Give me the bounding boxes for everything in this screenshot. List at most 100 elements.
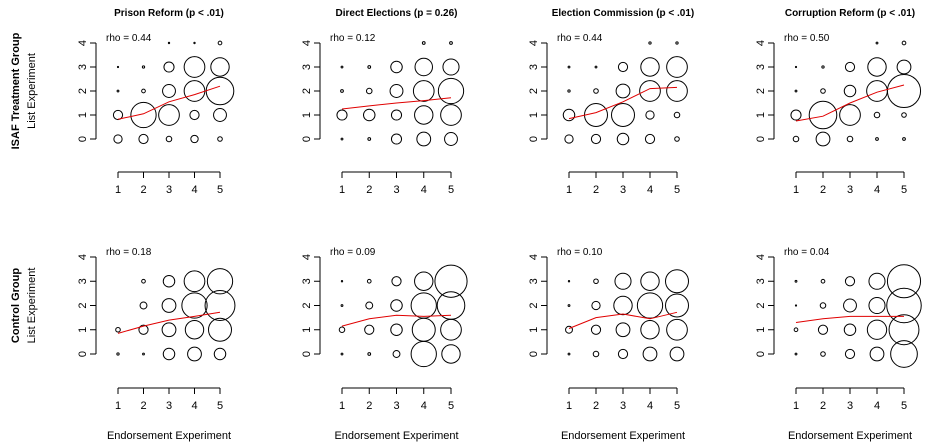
y-tick-label: 2 <box>755 88 767 94</box>
y-tick-label: 0 <box>528 136 540 142</box>
bubble-point <box>162 347 176 361</box>
bubble-point <box>449 41 453 45</box>
y-tick-label: 4 <box>301 254 313 260</box>
bubble-point <box>217 136 223 142</box>
bubble-point <box>617 348 629 360</box>
bubble-point <box>189 109 200 121</box>
y-tick-label: 2 <box>755 302 767 308</box>
bubble-point <box>436 291 466 320</box>
x-tick-label: 2 <box>593 184 599 196</box>
bubble-point <box>567 65 571 69</box>
bubble-point <box>390 323 403 336</box>
x-tick-label: 4 <box>647 400 653 412</box>
y-tick-label: 1 <box>77 327 89 333</box>
bubble-point <box>593 278 599 285</box>
x-tick-label: 1 <box>566 400 572 412</box>
bubble-point <box>639 80 661 102</box>
rho-label: rho = 0.44 <box>557 33 603 44</box>
y-tick-label: 1 <box>755 112 767 118</box>
bubble-point <box>875 137 879 141</box>
y-tick-label: 1 <box>77 112 89 118</box>
bubble-point <box>210 57 230 77</box>
bubble-point <box>116 352 120 356</box>
x-tick-label: 5 <box>901 184 907 196</box>
x-tick-label: 1 <box>115 184 121 196</box>
bubble-point <box>567 89 571 93</box>
bubble-point <box>873 111 881 119</box>
bubble-point <box>666 56 688 78</box>
bubble-point <box>414 105 434 125</box>
bubble-point <box>896 59 912 75</box>
bubble-point <box>890 340 918 368</box>
trend-line <box>341 97 452 110</box>
panel-1-0: rho = 0.18 0 1 2 3 4 1 2 3 4 5 Endorsement Experime… <box>10 247 236 442</box>
bubble-point <box>389 84 404 98</box>
bubble-point <box>820 88 826 94</box>
bubble-point <box>217 40 223 46</box>
x-tick-label: 4 <box>874 400 880 412</box>
bubble-point <box>190 134 199 144</box>
trend-line <box>795 84 905 122</box>
rho-label: rho = 0.09 <box>330 247 376 258</box>
panel-1-2: rho = 0.10 0 1 2 3 4 1 2 3 4 5 Endorsement Experime… <box>528 247 689 442</box>
y-tick-label: 3 <box>301 64 313 70</box>
bubble-point <box>591 300 601 311</box>
bubble-point <box>340 89 344 93</box>
bubble-point <box>815 131 831 147</box>
x-tick-label: 5 <box>217 400 223 412</box>
x-axis-label: Endorsement Experiment <box>334 430 458 442</box>
bubble-point <box>113 134 123 144</box>
bubble-point <box>367 137 372 141</box>
bubble-point <box>844 61 856 73</box>
bubble-point <box>441 344 461 364</box>
bubble-point <box>390 60 403 74</box>
bubble-point <box>820 351 826 357</box>
y-axis-label: List Experiment <box>26 53 38 129</box>
bubble-point <box>213 347 227 361</box>
bubble-point <box>141 88 146 94</box>
x-tick-label: 1 <box>339 400 345 412</box>
bubble-point <box>901 40 907 46</box>
bubble-point <box>648 41 652 45</box>
bubble-point <box>444 132 458 146</box>
bubble-point <box>167 41 171 45</box>
x-tick-label: 5 <box>448 184 454 196</box>
y-tick-label: 3 <box>755 64 767 70</box>
bubble-point <box>138 324 149 335</box>
y-tick-label: 0 <box>755 136 767 142</box>
bubble-point <box>116 65 120 69</box>
bubble-point <box>901 112 907 118</box>
panel-0-0: Prison Reform (p < .01) rho = 0.44 0 1 2 3 4 1 2… <box>10 8 235 196</box>
bubble-point <box>790 109 802 121</box>
bubble-point <box>390 133 403 145</box>
trend-line <box>341 314 452 327</box>
bubble-point <box>112 109 124 121</box>
bubble-point <box>440 104 462 126</box>
bubble-point <box>564 134 574 144</box>
bubble-point <box>437 77 465 105</box>
bubble-point <box>421 41 426 45</box>
x-tick-label: 5 <box>217 184 223 196</box>
bubble-point <box>208 317 232 342</box>
x-tick-label: 2 <box>593 400 599 412</box>
x-tick-label: 3 <box>847 400 853 412</box>
bubble-point <box>666 80 688 102</box>
bubble-point <box>808 100 838 130</box>
y-tick-label: 4 <box>77 40 89 46</box>
bubble-point <box>640 271 660 291</box>
x-tick-label: 2 <box>366 184 372 196</box>
y-tick-label: 3 <box>301 278 313 284</box>
x-tick-label: 5 <box>674 400 680 412</box>
bubble-point <box>163 61 175 73</box>
bubble-point <box>410 340 437 368</box>
bubble-point <box>411 317 436 342</box>
bubble-point <box>636 292 664 319</box>
x-tick-label: 4 <box>191 400 197 412</box>
panel-title: Corruption Reform (p < .01) <box>785 8 915 19</box>
bubble-point <box>364 324 375 335</box>
x-axis-label: Endorsement Experiment <box>107 430 231 442</box>
bubble-point <box>391 276 402 287</box>
bubble-point <box>645 110 655 120</box>
x-tick-label: 3 <box>393 400 399 412</box>
